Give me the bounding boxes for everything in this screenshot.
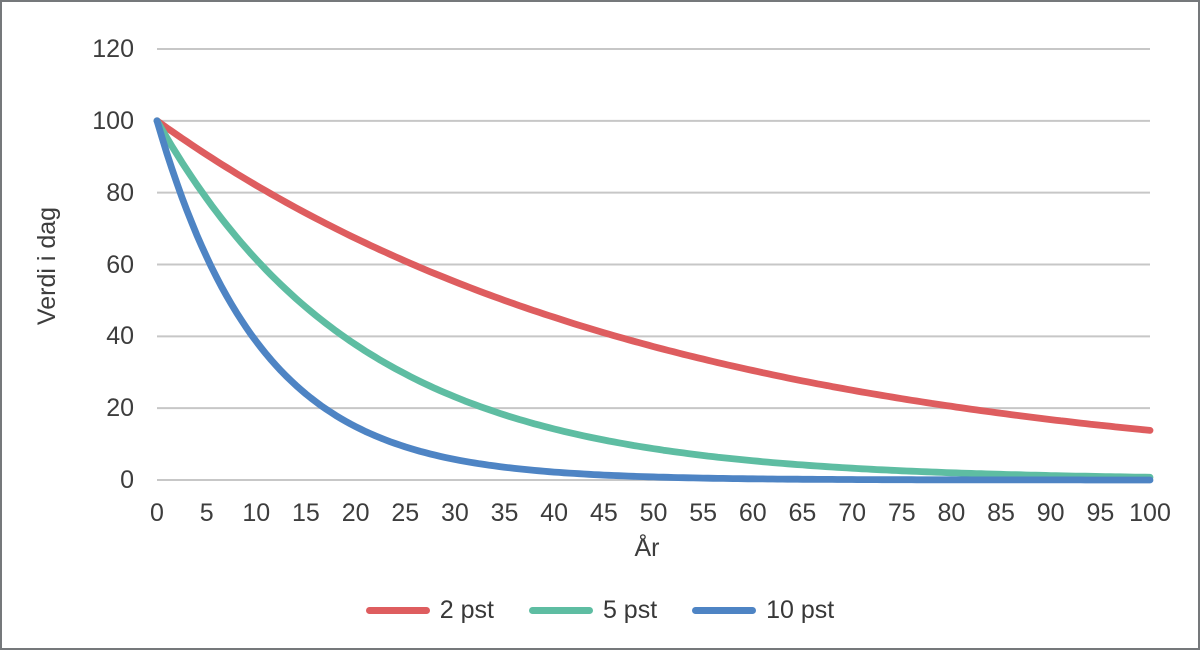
x-tick-label-65: 65 [788,499,817,527]
x-tick-label-10: 10 [242,499,271,527]
y-tick-label-120: 120 [92,35,134,63]
legend-label-2-pst: 2 pst [439,595,494,624]
x-tick-label-60: 60 [738,499,767,527]
y-tick-label-80: 80 [106,178,134,207]
series-line-10-pst [153,117,1154,484]
chart-legend: 2 pst 5 pst 10 pst [2,595,1198,625]
x-tick-label-100: 100 [1129,499,1171,527]
legend-item-5-pst: 5 pst [528,595,658,625]
x-axis-title: År [634,534,660,562]
y-tick-label-40: 40 [106,322,134,351]
legend-label-5-pst: 5 pst [602,595,658,624]
y-tick-label-20: 20 [106,394,134,423]
x-tick-label-20: 20 [341,499,370,527]
x-tick-label-30: 30 [440,499,469,527]
x-tick-label-50: 50 [639,499,668,527]
x-tick-label-55: 55 [689,499,718,527]
y-tick-label-0: 0 [120,466,134,494]
x-tick-label-35: 35 [490,499,519,527]
x-tick-label-85: 85 [987,499,1015,527]
series-line-5-pst [153,117,1154,481]
legend-label-10-pst: 10 pst [766,595,835,624]
x-tick-label-0: 0 [150,499,164,527]
x-tick-label-40: 40 [540,499,569,527]
legend-line-swatch-10-pst [692,606,757,614]
y-tick-label-60: 60 [106,250,134,279]
x-tick-label-5: 5 [199,499,214,527]
x-tick-label-75: 75 [887,499,916,527]
legend-item-2-pst: 2 pst [365,595,494,625]
legend-line-swatch-5-pst [528,606,593,614]
legend-item-10-pst: 10 pst [692,596,834,625]
legend-line-swatch-2-pst [365,606,430,614]
x-tick-label-80: 80 [937,499,966,527]
x-tick-label-90: 90 [1036,499,1065,527]
series-line-2-pst [153,117,1154,434]
y-tick-label-100: 100 [92,106,134,135]
x-tick-label-25: 25 [391,499,420,527]
x-tick-label-15: 15 [292,499,320,527]
x-tick-label-45: 45 [589,499,618,527]
x-tick-label-70: 70 [838,499,866,527]
x-tick-label-95: 95 [1086,499,1115,527]
